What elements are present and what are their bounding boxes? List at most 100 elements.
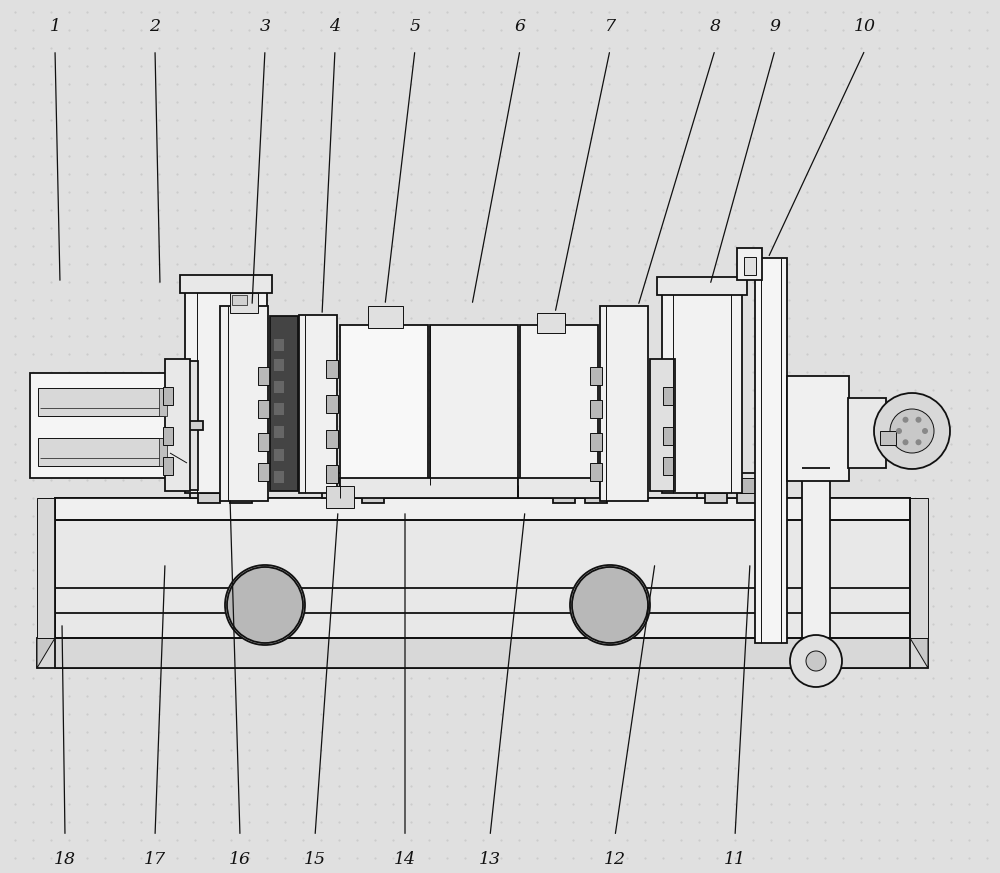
Bar bbox=[258, 367, 270, 385]
Bar bbox=[326, 360, 338, 378]
Bar bbox=[55, 498, 910, 668]
Bar bbox=[340, 478, 518, 498]
Bar bbox=[362, 491, 384, 503]
Bar bbox=[322, 473, 394, 498]
Polygon shape bbox=[910, 498, 928, 638]
Bar bbox=[274, 403, 284, 415]
Bar bbox=[233, 478, 251, 493]
Bar bbox=[590, 367, 602, 385]
Circle shape bbox=[874, 393, 950, 469]
Bar bbox=[537, 313, 565, 333]
Bar bbox=[553, 491, 575, 503]
Text: 6: 6 bbox=[514, 18, 526, 35]
Bar bbox=[185, 283, 267, 493]
Bar bbox=[185, 421, 203, 430]
Bar bbox=[270, 316, 298, 491]
Bar bbox=[657, 277, 747, 295]
Bar bbox=[274, 449, 284, 461]
Bar bbox=[38, 388, 163, 416]
Bar bbox=[220, 306, 268, 501]
Text: 15: 15 bbox=[304, 851, 326, 868]
Bar bbox=[274, 359, 284, 371]
Text: 9: 9 bbox=[770, 18, 780, 35]
Circle shape bbox=[227, 567, 303, 643]
Bar bbox=[368, 306, 403, 328]
Bar bbox=[38, 438, 163, 466]
Text: 11: 11 bbox=[724, 851, 746, 868]
Text: 8: 8 bbox=[710, 18, 720, 35]
Bar bbox=[802, 468, 830, 638]
Bar bbox=[326, 486, 354, 508]
Bar bbox=[663, 387, 673, 405]
Bar bbox=[230, 293, 258, 313]
Bar bbox=[173, 361, 198, 490]
Bar bbox=[585, 491, 607, 503]
Bar bbox=[755, 258, 787, 643]
Bar bbox=[30, 373, 185, 478]
Circle shape bbox=[572, 567, 648, 643]
Bar bbox=[230, 491, 252, 503]
Bar bbox=[365, 478, 383, 493]
Text: 16: 16 bbox=[229, 851, 251, 868]
Bar bbox=[232, 295, 247, 305]
Circle shape bbox=[915, 416, 921, 423]
Bar bbox=[163, 457, 173, 475]
Circle shape bbox=[902, 439, 908, 445]
Circle shape bbox=[890, 409, 934, 453]
Bar bbox=[545, 473, 617, 498]
Polygon shape bbox=[37, 498, 55, 638]
Bar bbox=[180, 275, 272, 293]
Bar bbox=[190, 473, 262, 498]
Text: 7: 7 bbox=[604, 18, 616, 35]
Bar bbox=[662, 285, 742, 493]
Bar bbox=[555, 478, 573, 493]
Circle shape bbox=[225, 565, 305, 645]
Bar bbox=[600, 306, 648, 501]
Bar bbox=[159, 438, 167, 466]
Text: 5: 5 bbox=[410, 18, 420, 35]
Text: 1: 1 bbox=[50, 18, 61, 35]
Circle shape bbox=[570, 565, 650, 645]
Bar bbox=[520, 325, 598, 485]
Bar bbox=[55, 498, 910, 520]
Text: 2: 2 bbox=[150, 18, 160, 35]
Circle shape bbox=[806, 651, 826, 671]
Text: 10: 10 bbox=[854, 18, 876, 35]
Circle shape bbox=[902, 416, 908, 423]
Text: 4: 4 bbox=[330, 18, 340, 35]
Bar bbox=[707, 478, 725, 493]
Bar bbox=[258, 400, 270, 418]
Bar bbox=[274, 471, 284, 483]
Bar bbox=[326, 465, 338, 483]
Bar bbox=[332, 478, 350, 493]
Bar bbox=[590, 400, 602, 418]
Bar bbox=[37, 638, 928, 668]
Circle shape bbox=[790, 635, 842, 687]
Bar bbox=[258, 433, 270, 451]
Text: 18: 18 bbox=[54, 851, 76, 868]
Bar bbox=[663, 457, 673, 475]
Bar bbox=[590, 463, 602, 481]
Bar bbox=[588, 478, 606, 493]
Bar bbox=[590, 433, 602, 451]
Bar bbox=[163, 387, 173, 405]
Bar bbox=[518, 478, 600, 498]
Bar bbox=[299, 315, 337, 493]
Text: 12: 12 bbox=[604, 851, 626, 868]
Bar bbox=[880, 431, 896, 445]
Bar bbox=[274, 426, 284, 438]
Bar bbox=[430, 325, 518, 485]
Bar bbox=[330, 491, 352, 503]
Bar bbox=[258, 463, 270, 481]
Bar bbox=[650, 359, 675, 491]
Bar bbox=[326, 395, 338, 413]
Bar bbox=[159, 388, 167, 416]
Bar bbox=[200, 478, 218, 493]
Bar bbox=[787, 376, 849, 481]
Bar bbox=[274, 381, 284, 393]
Bar bbox=[165, 359, 190, 491]
Circle shape bbox=[896, 428, 902, 434]
Bar bbox=[737, 491, 759, 503]
Bar bbox=[740, 478, 758, 493]
Bar bbox=[848, 398, 886, 468]
